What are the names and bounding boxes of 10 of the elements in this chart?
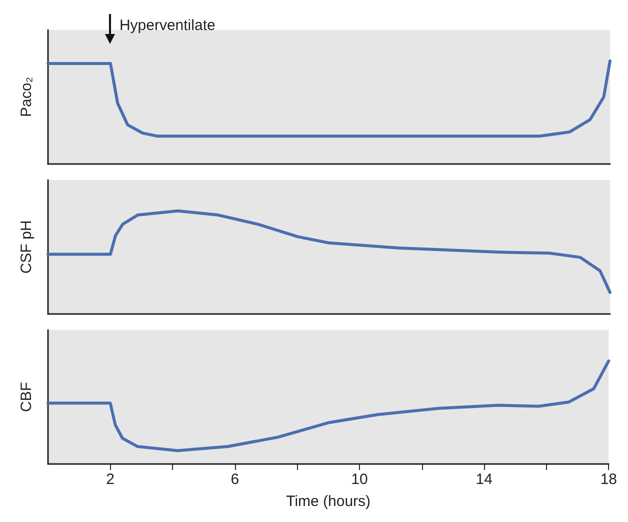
annotation: Hyperventilate bbox=[119, 17, 216, 34]
x-tick-label: 10 bbox=[351, 471, 368, 488]
x-tick-label: 6 bbox=[230, 471, 240, 488]
y-axis-title: CBF bbox=[18, 382, 35, 412]
x-axis-title: Time (hours) bbox=[286, 493, 371, 510]
x-tick-label: 14 bbox=[476, 471, 492, 488]
y-axis-title: CSF pH bbox=[18, 220, 35, 274]
y-axis-title: Paco₂ bbox=[18, 76, 35, 118]
x-tick-label: 18 bbox=[600, 471, 617, 488]
x-tick-label: 2 bbox=[106, 471, 114, 488]
